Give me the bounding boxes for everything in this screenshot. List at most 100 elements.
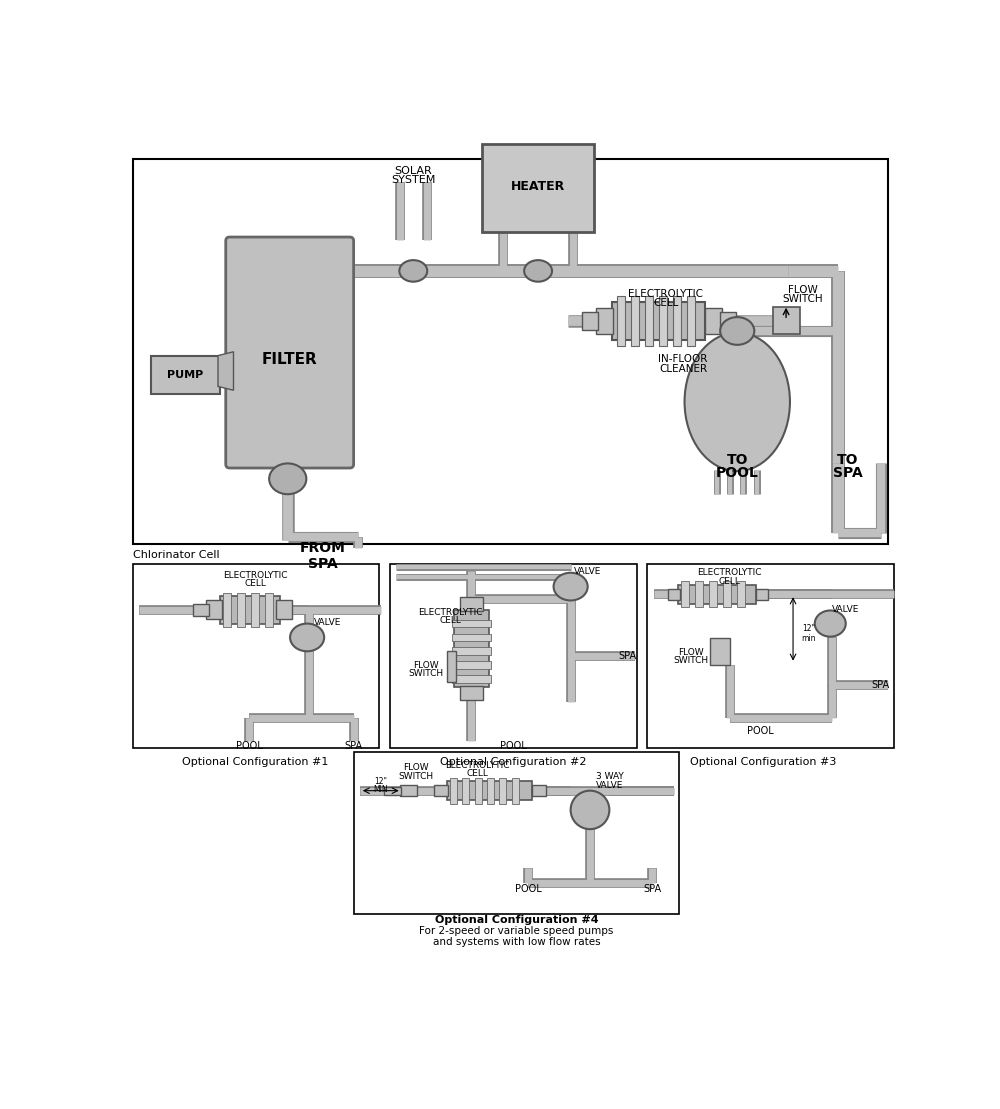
Text: SWITCH: SWITCH [408, 669, 443, 678]
Text: Optional Configuration #4: Optional Configuration #4 [435, 915, 598, 925]
Bar [673, 296, 681, 346]
Text: 3 WAY: 3 WAY [596, 772, 623, 782]
Bar [645, 296, 653, 346]
Text: FLOW: FLOW [678, 648, 704, 657]
Bar [354, 752, 679, 914]
Text: VALVE: VALVE [574, 567, 601, 576]
Text: SOLAR: SOLAR [394, 166, 432, 176]
Bar [720, 312, 736, 330]
Bar [452, 620, 491, 628]
Bar [582, 312, 598, 330]
Bar [681, 581, 689, 608]
Text: Chlorinator Cell: Chlorinator Cell [133, 550, 219, 560]
Text: Optional Configuration #3: Optional Configuration #3 [690, 757, 837, 767]
Bar [617, 296, 625, 346]
Text: and systems with low flow rates: and systems with low flow rates [433, 937, 600, 947]
Text: 12": 12" [374, 777, 387, 786]
Bar [612, 302, 705, 340]
Text: SPA: SPA [345, 741, 363, 751]
Text: ELECTROLYTIC: ELECTROLYTIC [697, 568, 762, 578]
Bar [668, 589, 680, 600]
Text: SPA: SPA [833, 466, 863, 480]
Bar [390, 563, 637, 749]
Text: CELL: CELL [440, 615, 461, 625]
Text: VALVE: VALVE [832, 606, 859, 614]
Bar [133, 160, 888, 545]
Text: VALVE: VALVE [314, 619, 342, 628]
Bar [400, 785, 417, 796]
Text: SPA: SPA [643, 884, 661, 894]
Bar [678, 586, 756, 603]
Bar [596, 308, 613, 334]
Bar [709, 581, 717, 608]
Bar [499, 777, 506, 804]
Bar [452, 633, 491, 641]
Bar [773, 307, 800, 334]
Text: MIN: MIN [373, 785, 388, 794]
Ellipse shape [685, 333, 790, 471]
Bar [434, 785, 448, 796]
Text: For 2-speed or variable speed pumps: For 2-speed or variable speed pumps [419, 926, 614, 936]
Text: SPA: SPA [618, 651, 636, 661]
FancyBboxPatch shape [226, 237, 354, 468]
Bar [462, 777, 469, 804]
Text: CELL: CELL [467, 770, 489, 779]
Bar [710, 638, 730, 665]
Text: TO: TO [837, 452, 859, 467]
Bar [756, 589, 768, 600]
Text: CELL: CELL [244, 579, 266, 588]
Text: Optional Configuration #1: Optional Configuration #1 [182, 757, 328, 767]
Circle shape [571, 791, 609, 830]
Text: VALVE: VALVE [596, 781, 623, 790]
Text: TO: TO [726, 452, 748, 467]
Bar [687, 296, 695, 346]
Bar [512, 777, 519, 804]
Text: SPA: SPA [872, 680, 890, 690]
Ellipse shape [720, 317, 754, 345]
Text: POOL: POOL [747, 725, 774, 735]
Bar [737, 581, 745, 608]
Text: ELECTROLYTIC: ELECTROLYTIC [628, 289, 703, 299]
Text: HEATER: HEATER [511, 180, 565, 193]
Bar [482, 144, 594, 233]
Text: POOL: POOL [515, 884, 541, 894]
Bar [447, 782, 532, 800]
Text: IN-FLOOR: IN-FLOOR [658, 355, 708, 365]
Bar [659, 296, 667, 346]
Ellipse shape [269, 464, 306, 495]
Text: SWITCH: SWITCH [399, 772, 434, 781]
Bar [276, 600, 292, 619]
Text: ELECTROLYTIC: ELECTROLYTIC [418, 608, 483, 617]
Bar [475, 777, 482, 804]
Ellipse shape [554, 572, 588, 600]
Bar [251, 593, 259, 627]
Text: POOL: POOL [236, 741, 262, 751]
Bar [223, 593, 231, 627]
Bar [695, 581, 703, 608]
Bar [723, 581, 731, 608]
Bar [631, 296, 639, 346]
Bar [193, 603, 209, 615]
Bar [206, 600, 222, 619]
Bar [265, 593, 273, 627]
Bar [452, 675, 491, 683]
Text: FLOW: FLOW [413, 661, 439, 670]
Bar [384, 786, 401, 794]
Text: SWITCH: SWITCH [673, 657, 708, 665]
Text: SYSTEM: SYSTEM [391, 175, 435, 185]
Bar [447, 651, 456, 682]
Bar [133, 563, 379, 749]
Text: FLOW: FLOW [788, 285, 818, 295]
Text: min: min [801, 633, 816, 643]
Bar [452, 648, 491, 655]
Text: 12": 12" [802, 624, 815, 633]
Bar [460, 598, 483, 611]
Bar [487, 777, 494, 804]
Bar [151, 356, 220, 394]
Text: FLOW: FLOW [404, 763, 429, 772]
Bar [452, 661, 491, 669]
Text: Optional Configuration #2: Optional Configuration #2 [440, 757, 587, 767]
Polygon shape [218, 352, 234, 390]
Text: PUMP: PUMP [167, 370, 204, 380]
Ellipse shape [815, 610, 846, 637]
